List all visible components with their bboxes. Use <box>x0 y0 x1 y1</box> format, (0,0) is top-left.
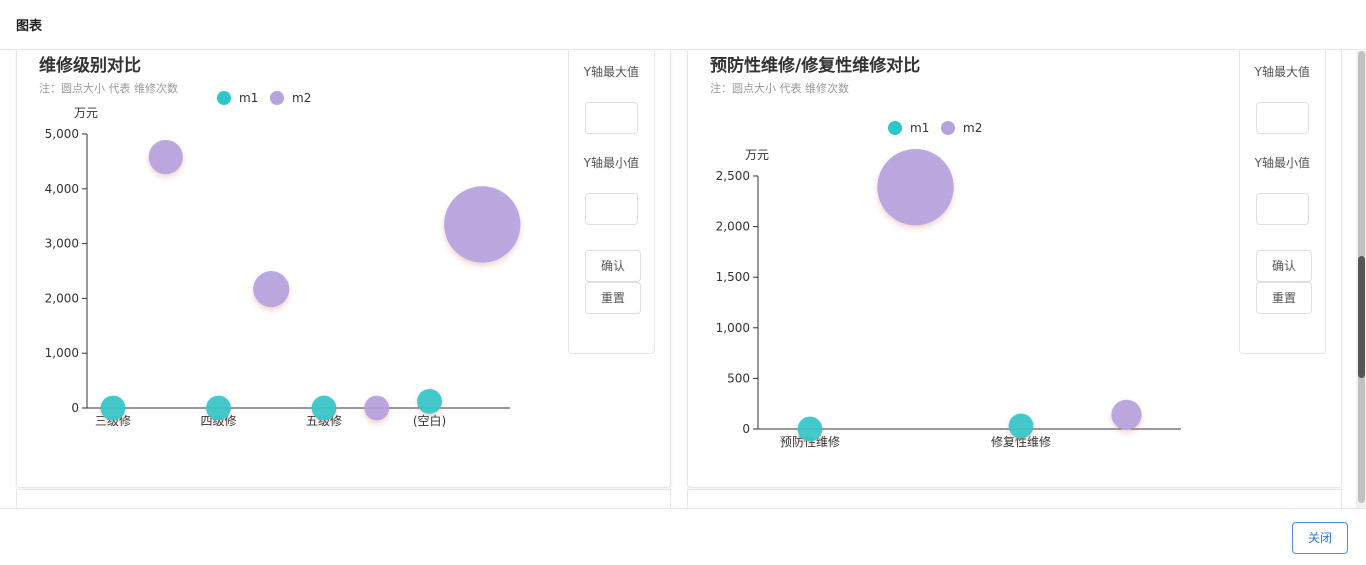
x-category-label: 四级修 <box>200 413 236 428</box>
chart-title: 预防性维修/修复性维修对比 <box>710 56 921 76</box>
reset-button[interactable]: 重置 <box>1256 282 1312 314</box>
bubble-m2-2[interactable] <box>364 395 390 421</box>
y-tick-label: 0 <box>71 401 79 415</box>
bubble-m2-0[interactable] <box>148 139 183 175</box>
legend-marker <box>888 121 902 135</box>
dialog-body: 维修级别对比 注：圆点大小 代表 维修次数 万元 0 1,000 2,000 3,000… <box>0 51 1356 508</box>
bubble-m1-1[interactable] <box>206 395 231 421</box>
y-tick-label: 1,500 <box>716 270 750 284</box>
y-tick-label: 1,000 <box>716 321 750 335</box>
legend-item-m1[interactable]: m1 <box>217 91 258 105</box>
x-category-label: 修复性维修 <box>991 434 1051 449</box>
y-tick-label: 2,000 <box>716 220 750 234</box>
chart-note: 注：圆点大小 代表 维修次数 <box>710 82 849 95</box>
legend-item-m2[interactable]: m2 <box>941 121 982 135</box>
legend-label: m2 <box>292 91 311 105</box>
legend-marker <box>941 121 955 135</box>
close-button[interactable]: 关闭 <box>1292 522 1348 554</box>
confirm-button[interactable]: 确认 <box>1256 250 1312 282</box>
y-tick-label: 2,000 <box>45 291 79 305</box>
reset-button[interactable]: 重置 <box>585 282 641 314</box>
y-axis-unit-label: 万元 <box>74 106 98 120</box>
y-max-label: Y轴最大值 <box>583 65 639 79</box>
y-tick-label: 2,500 <box>716 169 750 183</box>
bubble-m1-3[interactable] <box>417 388 442 414</box>
bubble-m2-1[interactable] <box>253 271 290 308</box>
legend-marker <box>217 91 231 105</box>
bubble-m2-1[interactable] <box>1111 399 1142 430</box>
dialog-title: 图表 <box>16 19 43 34</box>
bubble-m1-1[interactable] <box>1008 413 1034 439</box>
y-axis-unit-label: 万元 <box>745 148 769 162</box>
y-tick-label: 4,000 <box>45 182 79 196</box>
bubble-m1-2[interactable] <box>311 395 337 421</box>
y-min-input[interactable] <box>585 193 638 225</box>
y-max-input[interactable] <box>585 102 638 134</box>
y-min-label: Y轴最小值 <box>583 156 639 170</box>
y-tick-label: 1,000 <box>45 346 79 360</box>
chart-title: 维修级别对比 <box>39 56 141 76</box>
legend-item-m1[interactable]: m1 <box>888 121 929 135</box>
y-tick-label: 3,000 <box>45 237 79 251</box>
x-category-label: 三级修 <box>95 413 131 428</box>
legend-label: m2 <box>963 121 982 135</box>
axis-control-panel: Y轴最大值 Y轴最小值 确认 重置 <box>568 51 655 354</box>
bubble-chart-repair-level: 万元 0 1,000 2,000 3,000 4,000 5,000 三级修 四级修 五级修 (空白… <box>45 91 521 428</box>
chart-card-repair-level: 维修级别对比 注：圆点大小 代表 维修次数 万元 0 1,000 2,000 3,000… <box>16 51 671 488</box>
chart-note: 注：圆点大小 代表 维修次数 <box>39 82 178 95</box>
y-min-input[interactable] <box>1256 193 1309 225</box>
y-tick-label: 5,000 <box>45 127 79 141</box>
y-max-label: Y轴最大值 <box>1254 65 1310 79</box>
x-category-label: (空白) <box>413 413 446 428</box>
bubble-m2-0[interactable] <box>877 148 954 226</box>
legend-marker <box>270 91 284 105</box>
confirm-button[interactable]: 确认 <box>585 250 641 282</box>
legend-item-m2[interactable]: m2 <box>270 91 311 105</box>
bubble-m1-0[interactable] <box>797 416 823 442</box>
legend-label: m1 <box>239 91 258 105</box>
dialog-header: 图表 <box>0 0 1366 50</box>
x-category-label: 五级修 <box>306 413 342 428</box>
bubble-m2-3[interactable] <box>444 186 521 263</box>
bubble-chart-preventive-vs-corrective: 万元 0 500 1,000 1,500 2,000 2,500 预防性维修 修复性维修 m1 m2 <box>716 121 1181 449</box>
next-chart-card <box>687 489 1342 508</box>
chart-card-preventive-vs-corrective: 预防性维修/修复性维修对比 注：圆点大小 代表 维修次数 万元 0 500 1,000… <box>687 51 1342 488</box>
legend-label: m1 <box>910 121 929 135</box>
y-tick-label: 0 <box>742 422 750 436</box>
bubble-m1-0[interactable] <box>100 395 126 421</box>
next-chart-card <box>16 489 671 508</box>
dialog-footer: 关闭 <box>0 508 1366 565</box>
y-max-input[interactable] <box>1256 102 1309 134</box>
y-min-label: Y轴最小值 <box>1254 156 1310 170</box>
y-tick-label: 500 <box>727 371 750 385</box>
axis-control-panel: Y轴最大值 Y轴最小值 确认 重置 <box>1239 51 1326 354</box>
x-category-label: 预防性维修 <box>780 434 840 449</box>
scrollbar-handle[interactable] <box>1358 256 1365 378</box>
